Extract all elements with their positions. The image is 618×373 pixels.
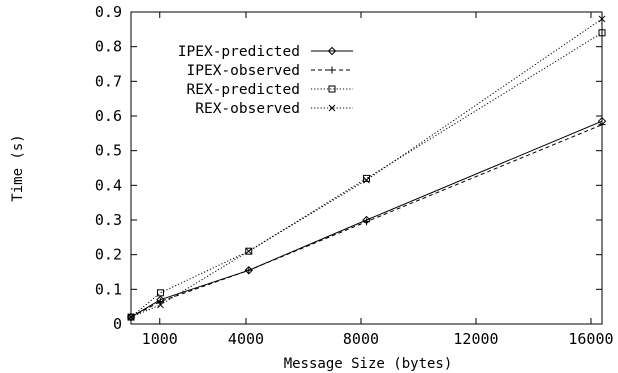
data-point-ipex-observed <box>363 218 370 226</box>
x-tick-label: 16000 <box>568 330 613 348</box>
x-axis-ticks: 1000 4000 8000 12000 16000 <box>142 12 614 348</box>
legend-marker-rex-predicted <box>328 85 336 93</box>
legend-marker-rex-observed <box>328 104 336 112</box>
legend-label-rex-observed: REX-observed <box>195 101 300 117</box>
legend-marker-ipex-predicted <box>327 46 337 56</box>
legend-label-ipex-observed: IPEX-observed <box>187 63 301 79</box>
y-tick-label: 0 <box>113 315 122 333</box>
data-point-ipex-observed <box>156 297 164 305</box>
x-tick-label: 1000 <box>142 330 178 348</box>
y-tick-label: 0.3 <box>95 211 122 229</box>
legend-label-ipex-predicted: IPEX-predicted <box>178 44 300 60</box>
data-point-rex-predicted <box>245 247 253 255</box>
y-tick-label: 0.5 <box>95 142 122 160</box>
data-point-rex-predicted <box>598 29 606 37</box>
y-tick-label: 0.4 <box>95 176 122 194</box>
data-point-rex-predicted <box>156 289 164 297</box>
x-tick-label: 12000 <box>453 330 498 348</box>
series-layer <box>126 15 607 322</box>
data-point-rex-predicted <box>127 313 135 321</box>
data-point-ipex-observed <box>598 121 606 129</box>
data-point-ipex-observed <box>245 266 253 274</box>
y-tick-label: 0.2 <box>95 246 122 264</box>
y-tick-label: 0.9 <box>95 3 122 21</box>
y-tick-label: 0.8 <box>95 38 122 56</box>
legend: IPEX-predicted IPEX-observed REX-predicted… <box>178 44 353 117</box>
x-tick-label: 4000 <box>228 330 264 348</box>
data-point-rex-observed <box>245 247 253 255</box>
data-point-rex-observed <box>363 176 370 184</box>
data-point-rex-observed <box>127 313 135 321</box>
legend-label-rex-predicted: REX-predicted <box>187 82 301 98</box>
y-axis-label: Time (s) <box>10 134 26 201</box>
y-tick-label: 0.6 <box>95 107 122 125</box>
y-tick-label: 0.7 <box>95 72 122 90</box>
data-point-rex-observed <box>157 301 164 309</box>
y-axis-ticks: 0 0.1 0.2 0.3 0.4 0.5 0.6 0.7 0.8 0.9 <box>95 3 602 333</box>
x-tick-label: 8000 <box>343 330 379 348</box>
x-axis-label: Message Size (bytes) <box>284 356 453 372</box>
legend-marker-ipex-observed <box>328 66 336 74</box>
data-point-rex-observed <box>598 15 606 23</box>
y-tick-label: 0.1 <box>95 280 122 298</box>
plot-frame <box>130 11 603 325</box>
